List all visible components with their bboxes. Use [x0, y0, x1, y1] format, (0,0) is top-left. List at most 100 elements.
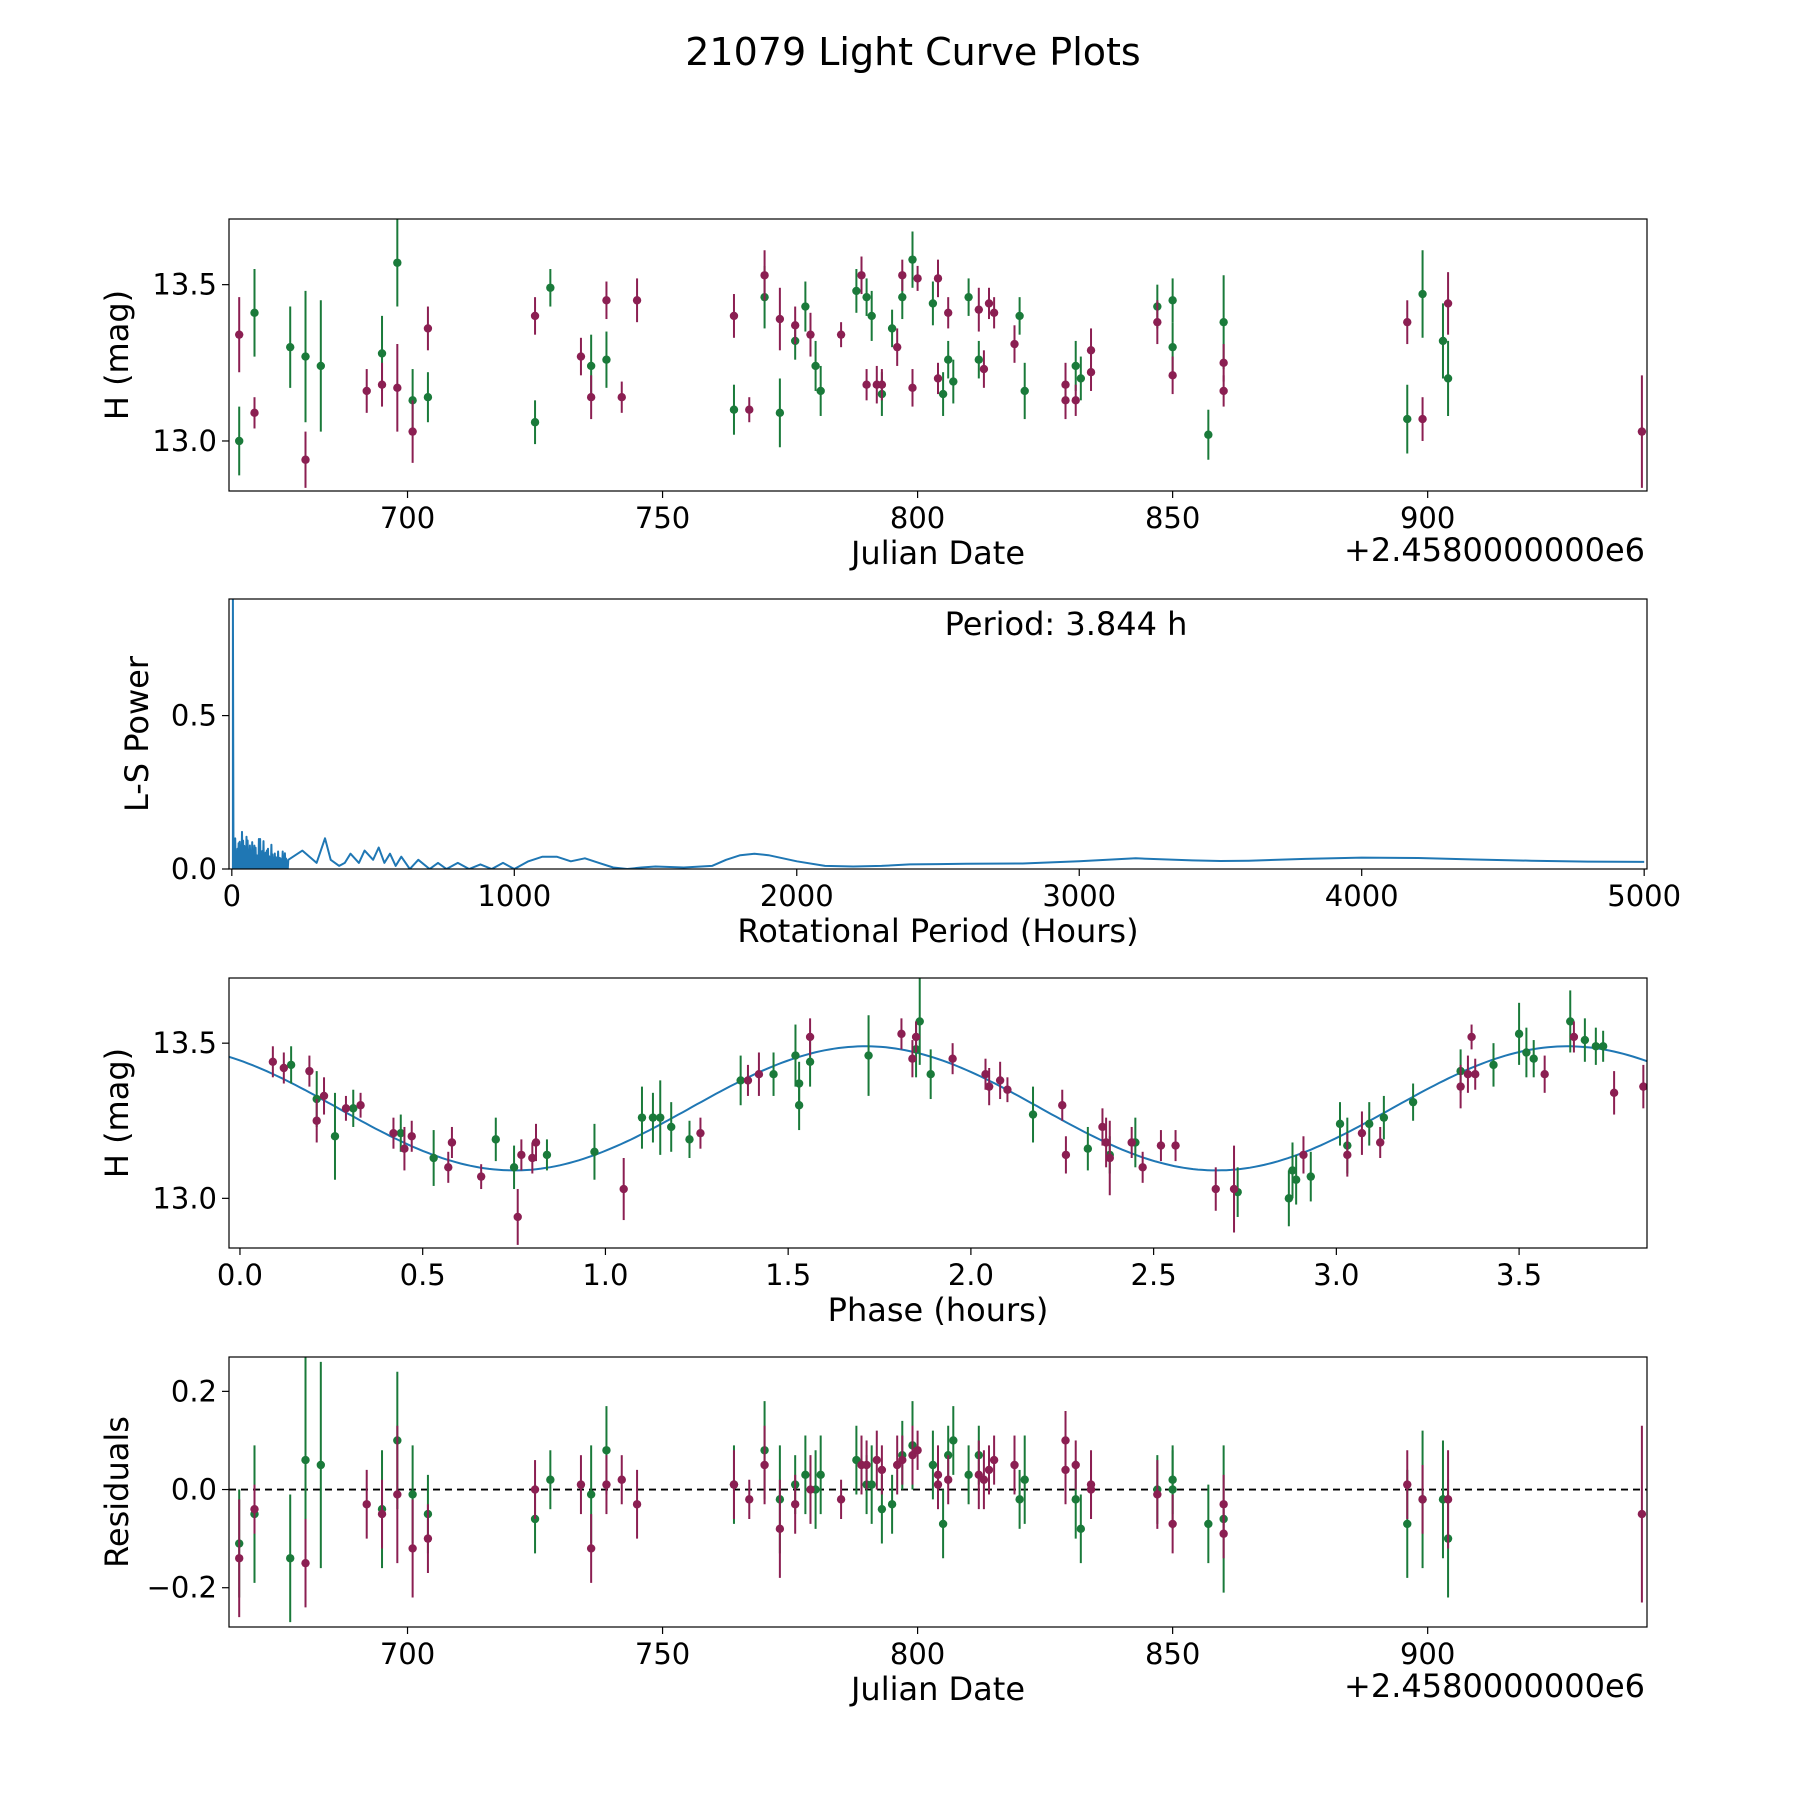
data-point: [790, 321, 800, 330]
data-point: [1443, 374, 1453, 383]
data-point: [984, 1465, 994, 1475]
data-point: [530, 418, 540, 427]
data-point: [877, 1465, 887, 1475]
data-point: [393, 1490, 402, 1499]
data-point: [1284, 1194, 1294, 1203]
data-point: [301, 1558, 310, 1568]
data-point: [964, 292, 973, 302]
x-tick-label: 5000: [1607, 879, 1681, 913]
data-point: [400, 1144, 409, 1153]
x-tick-label: 3.5: [1496, 1258, 1542, 1292]
data-point: [949, 1436, 958, 1445]
data-point: [362, 1500, 371, 1509]
data-point: [898, 1455, 907, 1465]
series-purple: [235, 250, 1647, 488]
data-point: [1443, 1495, 1453, 1504]
data-point: [1591, 1042, 1601, 1051]
data-point: [319, 1091, 329, 1101]
data-point: [908, 383, 917, 393]
data-point: [775, 408, 785, 418]
x-tick-label: 3.0: [1313, 1258, 1359, 1292]
y-axis-label: Residuals: [98, 1416, 136, 1568]
data-point: [736, 1076, 745, 1085]
data-point: [862, 292, 871, 302]
data-point: [1168, 371, 1177, 380]
data-point: [447, 1138, 457, 1147]
x-tick-label: 800: [890, 1637, 945, 1671]
data-point: [1471, 1070, 1480, 1079]
data-point: [995, 1076, 1005, 1085]
data-point: [377, 1509, 387, 1519]
data-point: [1083, 1144, 1093, 1153]
data-point: [801, 302, 810, 311]
data-point: [1343, 1150, 1352, 1160]
data-point: [1609, 1088, 1619, 1098]
data-point: [743, 1076, 753, 1085]
data-point: [974, 305, 984, 314]
data-point: [729, 311, 739, 321]
data-point: [1138, 1163, 1147, 1172]
data-point: [619, 1184, 628, 1194]
data-point: [542, 1150, 552, 1160]
data-point: [1153, 1490, 1162, 1499]
data-point: [1204, 430, 1213, 439]
y-axis-label: L-S Power: [118, 655, 156, 812]
data-point: [408, 396, 417, 405]
data-point: [1529, 1054, 1538, 1063]
data-point: [1540, 1070, 1549, 1079]
data-point: [836, 330, 846, 339]
data-point: [637, 1113, 647, 1122]
data-point: [656, 1113, 665, 1122]
data-point: [857, 271, 866, 280]
data-point: [1015, 1495, 1024, 1504]
y-axis-label: H (mag): [98, 290, 136, 420]
axes-frame: [228, 598, 1648, 870]
data-point: [235, 1554, 244, 1563]
data-point: [887, 1500, 897, 1509]
data-point: [1168, 296, 1177, 305]
y-tick-label: 0.0: [171, 852, 217, 886]
x-axis-label: Rotational Period (Hours): [737, 912, 1138, 950]
data-point: [760, 1460, 769, 1470]
data-point: [1204, 1519, 1213, 1529]
data-point: [235, 330, 244, 339]
series-green: [235, 219, 1453, 476]
data-point: [769, 1070, 778, 1079]
data-point: [1168, 1485, 1177, 1494]
data-point: [948, 1054, 957, 1063]
data-point: [1379, 1113, 1389, 1122]
data-point: [1467, 1032, 1476, 1042]
data-point: [1076, 374, 1086, 383]
data-point: [729, 405, 739, 414]
data-point: [1219, 358, 1228, 368]
data-point: [928, 299, 938, 308]
data-point: [1463, 1070, 1473, 1079]
data-point: [1418, 414, 1427, 424]
data-point: [981, 1070, 990, 1079]
data-point: [250, 308, 259, 317]
subplot-residuals: 700 750 800 850 900 0.2 0.0 −0.2 Julian Date Resi…: [98, 1356, 1648, 1708]
data-point: [1076, 1524, 1086, 1534]
data-point: [862, 1460, 871, 1470]
data-point: [892, 342, 902, 352]
data-point: [1098, 1122, 1107, 1132]
x-offset-label: +2.4580000000e6: [1344, 1667, 1645, 1705]
data-point: [250, 1504, 259, 1514]
data-point: [1229, 1184, 1239, 1194]
data-point: [1219, 1500, 1228, 1509]
period-annotation: Period: 3.844 h: [945, 605, 1188, 643]
data-point: [1211, 1184, 1220, 1194]
data-point: [949, 377, 958, 386]
data-point: [898, 292, 907, 302]
data-point: [305, 1066, 314, 1076]
x-tick-label: 2.5: [1131, 1258, 1177, 1292]
data-point: [979, 364, 989, 374]
data-point: [964, 1470, 973, 1480]
data-point: [513, 1212, 522, 1222]
data-point: [1365, 1119, 1374, 1129]
data-point: [1153, 317, 1162, 327]
data-point: [1376, 1138, 1385, 1147]
data-point: [531, 1138, 541, 1147]
data-point: [816, 386, 825, 396]
data-point: [1010, 339, 1019, 349]
